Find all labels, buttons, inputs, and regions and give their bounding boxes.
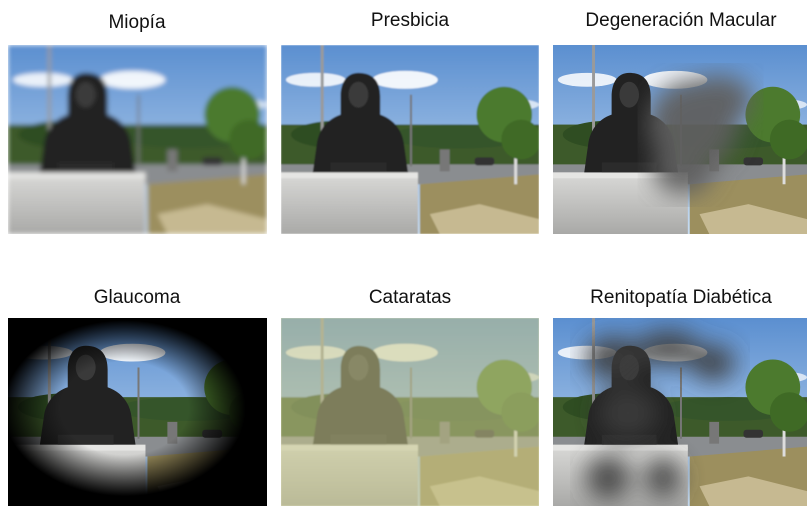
- photo: [8, 318, 267, 506]
- photo: [8, 45, 267, 234]
- photo: [553, 318, 807, 506]
- photo: [281, 45, 539, 234]
- panel-label: Presbicia: [371, 10, 450, 31]
- photo: [553, 45, 807, 234]
- panel-label: Glaucoma: [94, 287, 181, 308]
- panel-label: Cataratas: [369, 287, 451, 308]
- photo: [281, 318, 539, 506]
- panel-label: Renitopatía Diabética: [590, 287, 772, 308]
- panel-label: Degeneración Macular: [585, 10, 777, 31]
- panel-label: Miopía: [108, 12, 165, 33]
